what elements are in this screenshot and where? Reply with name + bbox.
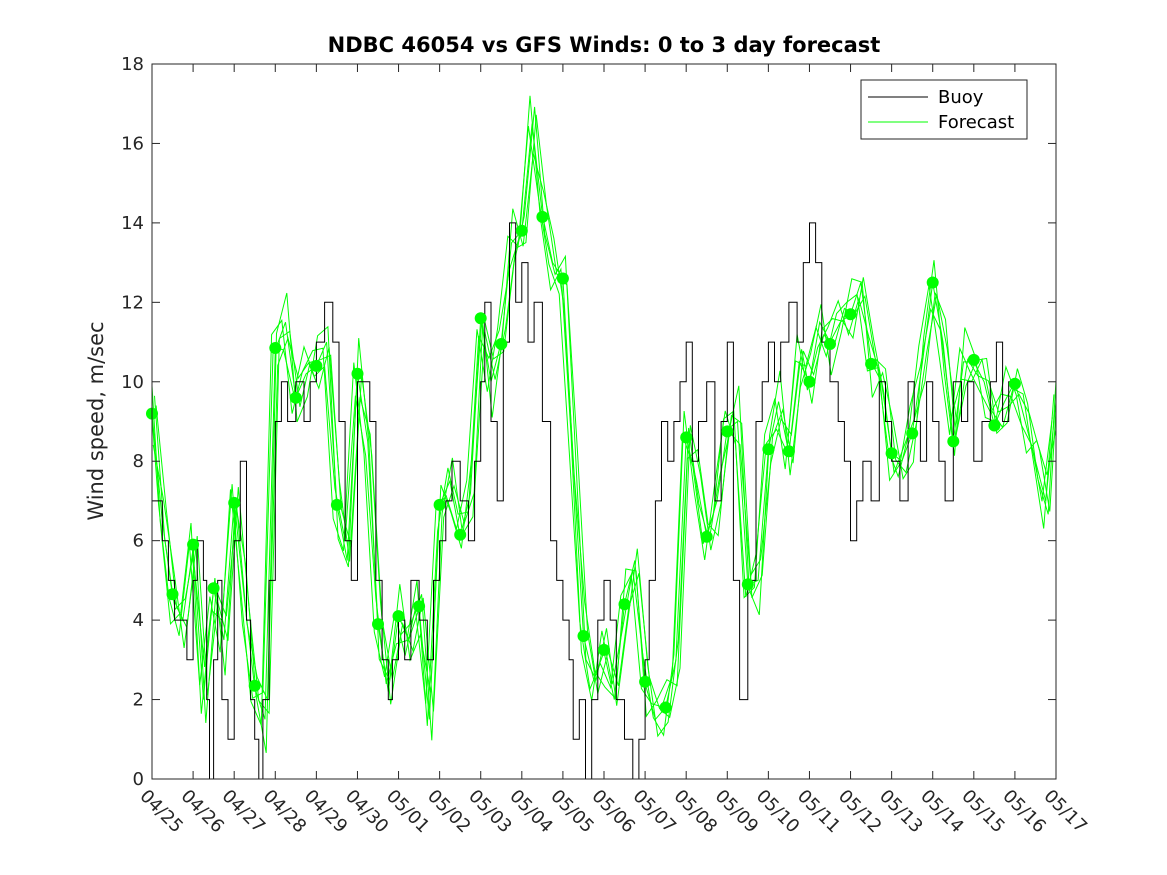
forecast-marker [474,312,487,325]
legend-box [860,79,1028,140]
y-tick-label: 2 [133,690,144,711]
forecast-marker [618,598,631,611]
plot-data [146,95,1057,780]
forecast-marker [289,391,302,404]
forecast-marker [680,431,693,444]
y-tick-label: 6 [133,531,144,552]
forecast-marker [844,308,857,321]
forecast-marker [721,425,734,438]
forecast-marker [310,359,323,372]
forecast-marker [967,353,980,366]
y-tick-label: 12 [121,292,144,313]
forecast-marker [413,600,426,613]
y-tick-label: 14 [121,213,144,234]
forecast-marker [1008,377,1021,390]
buoy-line [152,222,1015,780]
forecast-marker [495,338,508,350]
forecast-marker [947,435,960,448]
forecast-marker [741,578,754,591]
legend-buoy-label: Buoy [938,87,984,108]
forecast-marker [248,679,261,692]
forecast-marker [577,630,590,642]
forecast-marker [659,701,672,714]
forecast-marker [988,419,1001,432]
forecast-marker [700,530,713,543]
legend: Buoy Forecast [860,79,1028,140]
forecast-marker [762,443,775,456]
forecast-marker [207,582,220,595]
forecast-marker [803,375,816,388]
y-axis-label: Wind speed, m/sec [84,321,108,520]
forecast-line [151,126,1053,726]
forecast-marker [269,342,282,354]
forecast-marker [536,210,549,223]
forecast-marker [906,427,919,440]
forecast-marker [556,272,569,285]
forecast-marker [166,588,179,601]
forecast-marker [433,498,446,511]
chart-title: NDBC 46054 vs GFS Winds: 0 to 3 day fore… [328,33,881,57]
y-tick-label: 4 [133,610,144,631]
forecast-marker [515,224,528,237]
forecast-marker [865,357,878,370]
forecast-marker [926,276,939,289]
forecast-marker [824,338,836,350]
y-tick-label: 8 [133,451,144,472]
forecast-marker [187,538,200,551]
forecast-marker [330,498,343,511]
y-tick-label: 0 [133,769,144,790]
forecast-marker [885,447,898,460]
forecast-marker [639,675,652,688]
legend-forecast-label: Forecast [938,112,1014,133]
forecast-marker [228,496,241,509]
y-tick-label: 18 [121,54,144,75]
forecast-marker [454,528,467,541]
y-tick-label: 16 [121,133,144,154]
forecast-marker [782,445,795,458]
forecast-marker [392,610,405,623]
forecast-marker [598,643,610,656]
forecast-marker [351,367,364,380]
forecast-line [151,95,1055,737]
forecast-marker [372,618,384,631]
y-tick-label: 10 [121,372,144,393]
